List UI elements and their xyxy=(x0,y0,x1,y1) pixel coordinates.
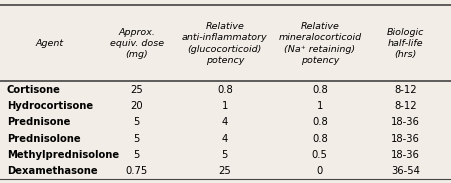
Text: 25: 25 xyxy=(130,85,143,95)
Text: Dexamethasone: Dexamethasone xyxy=(7,166,97,176)
Text: 18-36: 18-36 xyxy=(391,117,419,127)
Text: 0.8: 0.8 xyxy=(311,117,327,127)
Text: 0: 0 xyxy=(316,166,322,176)
Text: Agent: Agent xyxy=(36,39,64,48)
Text: 0.75: 0.75 xyxy=(125,166,147,176)
Text: Approx.
equiv. dose
(mg): Approx. equiv. dose (mg) xyxy=(110,28,163,59)
Text: Relative
anti-inflammatory
(glucocorticoid)
potency: Relative anti-inflammatory (glucocortico… xyxy=(182,22,267,65)
Text: 1: 1 xyxy=(221,101,228,111)
Text: Methylprednisolone: Methylprednisolone xyxy=(7,150,119,160)
Text: Hydrocortisone: Hydrocortisone xyxy=(7,101,93,111)
Text: 20: 20 xyxy=(130,101,143,111)
Text: 25: 25 xyxy=(218,166,231,176)
Text: Relative
mineralocorticoid
(Na⁺ retaining)
potency: Relative mineralocorticoid (Na⁺ retainin… xyxy=(278,22,360,65)
Text: 5: 5 xyxy=(133,117,140,127)
Text: 5: 5 xyxy=(133,134,140,143)
Text: 0.8: 0.8 xyxy=(216,85,232,95)
Text: 0.8: 0.8 xyxy=(311,134,327,143)
Text: 0.8: 0.8 xyxy=(311,85,327,95)
Text: Biologic
half-life
(hrs): Biologic half-life (hrs) xyxy=(386,28,423,59)
Text: Prednisolone: Prednisolone xyxy=(7,134,80,143)
Text: Cortisone: Cortisone xyxy=(7,85,60,95)
Text: 8-12: 8-12 xyxy=(393,85,416,95)
Text: 5: 5 xyxy=(133,150,140,160)
Text: 5: 5 xyxy=(221,150,228,160)
Text: 18-36: 18-36 xyxy=(391,150,419,160)
Text: 4: 4 xyxy=(221,134,227,143)
Text: 1: 1 xyxy=(316,101,322,111)
Text: 18-36: 18-36 xyxy=(391,134,419,143)
Text: 4: 4 xyxy=(221,117,227,127)
Text: 0.5: 0.5 xyxy=(311,150,327,160)
Text: 8-12: 8-12 xyxy=(393,101,416,111)
Text: Prednisone: Prednisone xyxy=(7,117,70,127)
Text: 36-54: 36-54 xyxy=(391,166,419,176)
